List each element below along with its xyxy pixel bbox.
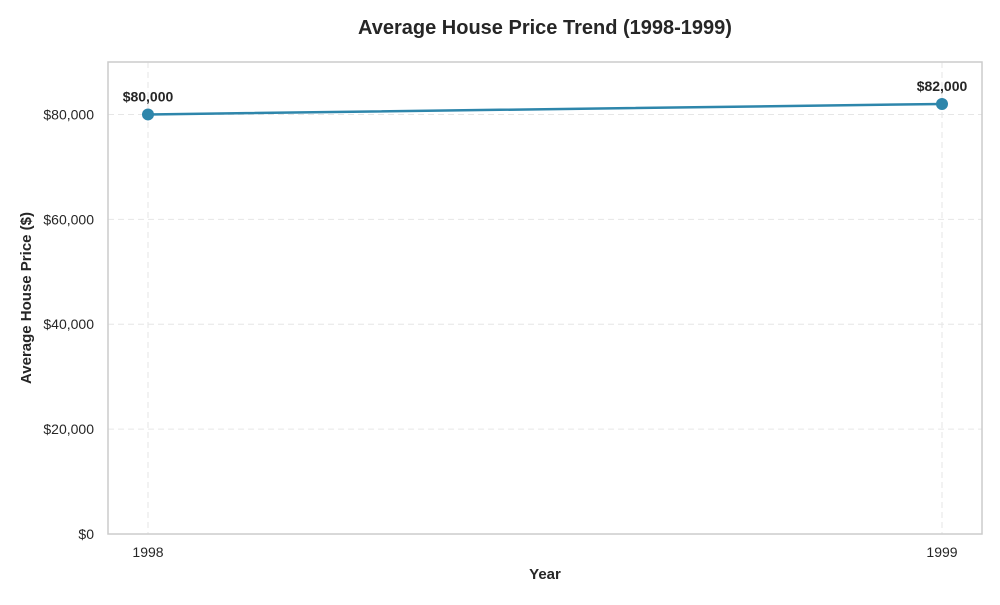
y-tick-label: $40,000 bbox=[43, 316, 94, 332]
series-layer bbox=[142, 97, 948, 121]
x-tick-label: 1998 bbox=[132, 544, 163, 560]
series-line bbox=[146, 102, 944, 116]
chart-title: Average House Price Trend (1998-1999) bbox=[358, 17, 732, 39]
y-tick-label: $0 bbox=[78, 526, 94, 542]
data-labels: $80,000 $82,000 bbox=[123, 78, 968, 104]
y-tick-label: $20,000 bbox=[43, 421, 94, 437]
grid-lines bbox=[108, 62, 982, 534]
y-tick-label: $60,000 bbox=[43, 211, 94, 227]
y-axis-label: Average House Price ($) bbox=[18, 212, 35, 384]
x-axis-ticks: 1998 1999 bbox=[132, 544, 957, 560]
y-axis-ticks: $0 $20,000 $40,000 $60,000 $80,000 bbox=[43, 106, 94, 542]
x-tick-label: 1999 bbox=[926, 544, 957, 560]
data-point-marker bbox=[142, 108, 154, 121]
data-label: $80,000 bbox=[123, 88, 174, 104]
y-tick-label: $80,000 bbox=[43, 106, 94, 122]
x-axis-label: Year bbox=[529, 566, 561, 583]
data-point-marker bbox=[936, 97, 948, 110]
plot-area-frame bbox=[107, 61, 983, 535]
data-label: $82,000 bbox=[917, 78, 968, 94]
